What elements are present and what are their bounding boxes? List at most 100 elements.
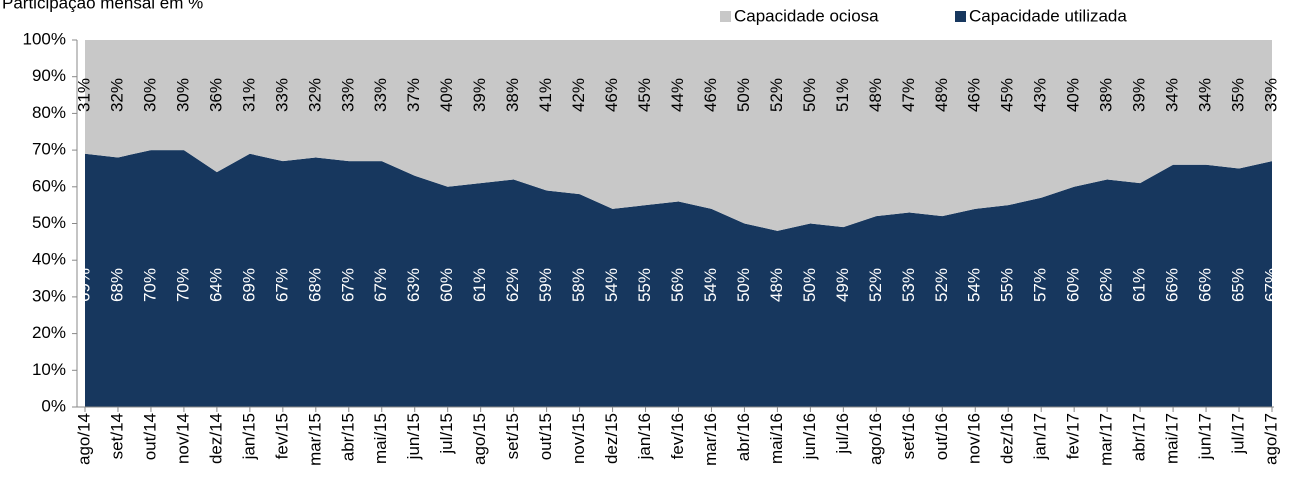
legend-swatch	[720, 11, 731, 22]
data-label: 55%	[998, 268, 1017, 302]
data-label: 45%	[998, 78, 1017, 112]
legend-label: Capacidade utilizada	[969, 6, 1127, 25]
x-tick-label: ago/15	[470, 413, 489, 465]
data-label: 54%	[701, 268, 720, 302]
data-label: 69%	[74, 268, 93, 302]
x-tick-label: jan/17	[1031, 413, 1050, 460]
y-tick-label: 10%	[32, 360, 66, 379]
data-label: 70%	[140, 268, 159, 302]
data-label: 60%	[437, 268, 456, 302]
data-label: 46%	[965, 78, 984, 112]
y-tick-label: 70%	[32, 140, 66, 159]
data-label: 48%	[932, 78, 951, 112]
x-tick-label: dez/14	[206, 413, 225, 464]
data-label: 57%	[1031, 268, 1050, 302]
data-label: 66%	[1163, 268, 1182, 302]
x-tick-label: set/16	[899, 413, 918, 459]
data-label: 58%	[569, 268, 588, 302]
data-label: 37%	[404, 78, 423, 112]
data-label: 33%	[371, 78, 390, 112]
y-tick-label: 50%	[32, 213, 66, 232]
y-tick-label: 60%	[32, 176, 66, 195]
data-label: 43%	[1031, 78, 1050, 112]
x-tick-label: abr/16	[734, 413, 753, 461]
x-tick-label: jun/16	[800, 413, 819, 460]
x-tick-label: mar/15	[305, 413, 324, 466]
data-label: 68%	[305, 268, 324, 302]
x-tick-label: jul/15	[437, 413, 456, 455]
data-label: 34%	[1196, 78, 1215, 112]
data-label: 56%	[668, 268, 687, 302]
legend-label: Capacidade ociosa	[734, 6, 879, 25]
data-label: 40%	[437, 78, 456, 112]
data-label: 45%	[635, 78, 654, 112]
data-label: 40%	[1064, 78, 1083, 112]
x-tick-label: nov/16	[965, 413, 984, 464]
data-label: 67%	[371, 268, 390, 302]
x-tick-label: dez/16	[998, 413, 1017, 464]
data-label: 54%	[965, 268, 984, 302]
data-label: 41%	[536, 78, 555, 112]
data-label: 66%	[1196, 268, 1215, 302]
x-tick-label: ago/17	[1261, 413, 1280, 465]
x-tick-label: out/15	[536, 413, 555, 460]
data-label: 64%	[206, 268, 225, 302]
data-label: 59%	[536, 268, 555, 302]
data-label: 54%	[602, 268, 621, 302]
data-label: 32%	[107, 78, 126, 112]
x-tick-label: jul/17	[1229, 413, 1248, 455]
data-label: 38%	[1097, 78, 1116, 112]
data-label: 34%	[1163, 78, 1182, 112]
data-label: 50%	[800, 268, 819, 302]
data-label: 36%	[206, 78, 225, 112]
y-tick-label: 30%	[32, 286, 66, 305]
data-label: 55%	[635, 268, 654, 302]
x-tick-label: set/15	[503, 413, 522, 459]
x-tick-label: out/16	[932, 413, 951, 460]
data-label: 47%	[899, 78, 918, 112]
x-tick-label: set/14	[107, 413, 126, 459]
y-tick-label: 90%	[32, 66, 66, 85]
x-tick-label: nov/14	[173, 413, 192, 464]
data-label: 35%	[1229, 78, 1248, 112]
data-label: 50%	[734, 268, 753, 302]
x-tick-label: jan/15	[239, 413, 258, 460]
data-label: 31%	[74, 78, 93, 112]
x-tick-label: jun/17	[1196, 413, 1215, 460]
y-tick-label: 20%	[32, 323, 66, 342]
x-tick-label: fev/15	[272, 413, 291, 459]
data-label: 51%	[833, 78, 852, 112]
data-label: 62%	[1097, 268, 1116, 302]
x-tick-label: mai/17	[1163, 413, 1182, 464]
data-label: 61%	[1130, 268, 1149, 302]
data-label: 39%	[470, 78, 489, 112]
data-label: 42%	[569, 78, 588, 112]
x-tick-label: dez/15	[602, 413, 621, 464]
data-label: 30%	[173, 78, 192, 112]
data-label: 49%	[833, 268, 852, 302]
y-tick-label: 0%	[41, 396, 66, 415]
x-tick-label: out/14	[140, 413, 159, 460]
data-label: 48%	[767, 268, 786, 302]
data-label: 52%	[767, 78, 786, 112]
data-label: 52%	[932, 268, 951, 302]
area	[85, 40, 1272, 231]
area	[85, 150, 1272, 407]
x-tick-label: fev/16	[668, 413, 687, 459]
x-tick-label: mai/15	[371, 413, 390, 464]
data-label: 48%	[866, 78, 885, 112]
y-tick-label: 100%	[23, 29, 66, 48]
data-label: 62%	[503, 268, 522, 302]
x-tick-label: ago/16	[866, 413, 885, 465]
x-tick-label: jun/15	[404, 413, 423, 460]
data-label: 44%	[668, 78, 687, 112]
x-tick-label: nov/15	[569, 413, 588, 464]
data-label: 33%	[338, 78, 357, 112]
data-label: 39%	[1130, 78, 1149, 112]
x-tick-label: ago/14	[74, 413, 93, 465]
data-label: 61%	[470, 268, 489, 302]
data-label: 38%	[503, 78, 522, 112]
data-label: 65%	[1229, 268, 1248, 302]
